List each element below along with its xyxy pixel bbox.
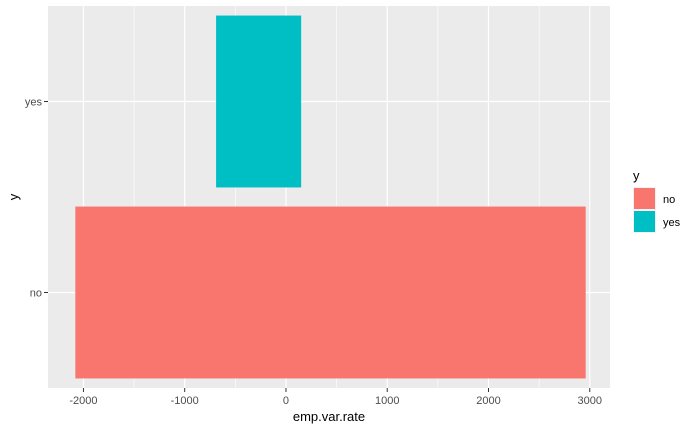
y-tick-label: no [30,288,42,300]
bar-no [75,206,586,379]
x-tick-label: 1000 [375,395,399,407]
y-axis-label: y [6,193,21,200]
legend-label-yes: yes [663,217,681,229]
x-tick-label: 0 [283,395,289,407]
legend-title: y [633,168,640,183]
y-tick-label: yes [25,97,43,109]
x-tick-label: 2000 [476,395,500,407]
legend-swatch-no [634,188,655,209]
bars-layer [75,15,586,379]
x-tick-label: -1000 [171,395,199,407]
x-axis-label: emp.var.rate [293,409,365,424]
legend-swatch-yes [634,211,655,232]
y-axis: no yes [25,97,48,300]
x-axis: -2000 -1000 0 1000 2000 3000 [69,388,602,407]
legend-label-no: no [663,194,675,206]
x-tick-label: -2000 [69,395,97,407]
legend: y no yes [633,168,681,233]
x-tick-label: 3000 [578,395,602,407]
bar-yes [216,15,302,188]
